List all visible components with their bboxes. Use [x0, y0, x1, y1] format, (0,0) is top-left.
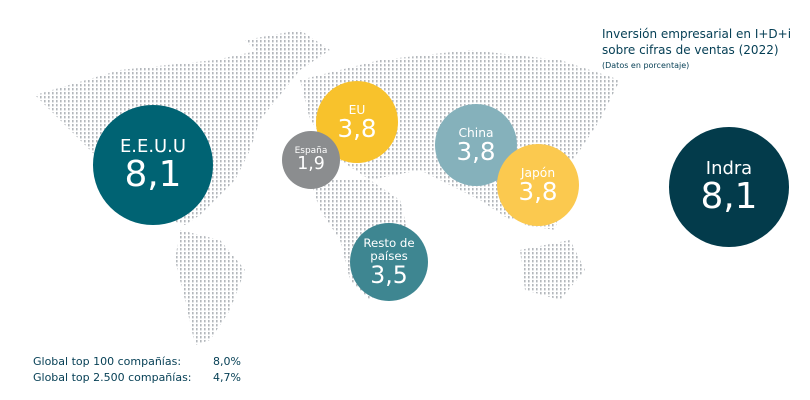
note-row: Global top 100 compañías: 8,0%: [33, 353, 241, 369]
data-label: 3,8: [518, 176, 558, 206]
data-label: 8,1: [124, 154, 182, 196]
note-label: Global top 2.500 compañías:: [33, 370, 192, 384]
data-label: 1,9: [297, 154, 325, 175]
data-label: 3,5: [370, 260, 408, 289]
bubble-label: EU: [348, 102, 366, 117]
note-value: 4,7%: [213, 370, 241, 384]
bubble-label: Indra: [705, 157, 753, 179]
bubble: Indra 8,1: [669, 127, 789, 247]
bubble: Resto de países 3,5: [349, 222, 429, 302]
notes: Global top 100 compañías: 8,0% Global top …: [33, 353, 241, 385]
note-value: 8,0%: [213, 354, 241, 368]
bubble-label: España: [294, 146, 328, 157]
data-label: 3,8: [456, 136, 496, 166]
bubble-label: China: [458, 125, 494, 140]
bubble-label: E.E.U.U: [119, 135, 186, 157]
bubble-label: Japón: [520, 165, 556, 180]
bubble-label: Resto de países: [363, 235, 415, 264]
bubble: España 1,9: [282, 131, 340, 189]
note-label: Global top 100 compañías:: [33, 354, 182, 368]
bubble: Japón 3,8: [497, 144, 579, 226]
bubble: E.E.U.U 8,1: [93, 105, 213, 225]
chart-subtitle: (Datos en porcentaje): [602, 61, 690, 70]
data-label: 8,1: [700, 176, 758, 218]
chart-title: Inversión empresarial en I+D+i sobre cif…: [602, 27, 792, 57]
note-row: Global top 2.500 compañías: 4,7%: [33, 369, 241, 385]
data-label: 3,8: [337, 113, 377, 143]
